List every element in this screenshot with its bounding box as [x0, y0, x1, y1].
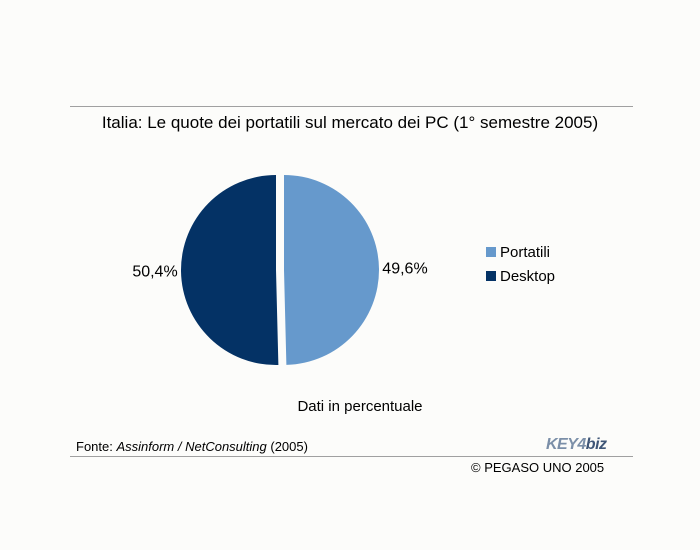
- legend-label-portatili: Portatili: [500, 243, 551, 261]
- source-name: Assinform / NetConsulting: [116, 439, 267, 454]
- legend-swatch-portatili: [486, 247, 496, 257]
- legend-swatch-desktop: [486, 271, 496, 281]
- data-label-desktop: 50,4%: [132, 264, 177, 281]
- legend-item-portatili: Portatili: [486, 240, 555, 264]
- legend: Portatili Desktop: [486, 240, 555, 288]
- top-rule: [70, 106, 633, 107]
- legend-label-desktop: Desktop: [500, 267, 556, 285]
- copyright: © PEGASO UNO 2005: [471, 460, 605, 475]
- source-credit: Fonte: Assinform / NetConsulting (2005): [76, 439, 308, 454]
- source-suffix: (2005): [266, 439, 308, 454]
- source-prefix: Fonte:: [76, 439, 117, 454]
- logo-part-biz: biz: [585, 436, 607, 453]
- chart-note: Dati in percentuale: [297, 398, 423, 415]
- chart-title: Italia: Le quote dei portatili sul merca…: [101, 113, 599, 132]
- logo-part-key4: KEY4: [546, 436, 586, 453]
- pie-slice-desktop: [181, 175, 279, 366]
- data-label-portatili: 49,6%: [382, 260, 427, 277]
- pie-slice-portatili: [283, 174, 380, 365]
- bottom-rule: [70, 456, 633, 457]
- legend-item-desktop: Desktop: [486, 264, 555, 288]
- key4biz-logo: KEY4biz: [546, 436, 607, 454]
